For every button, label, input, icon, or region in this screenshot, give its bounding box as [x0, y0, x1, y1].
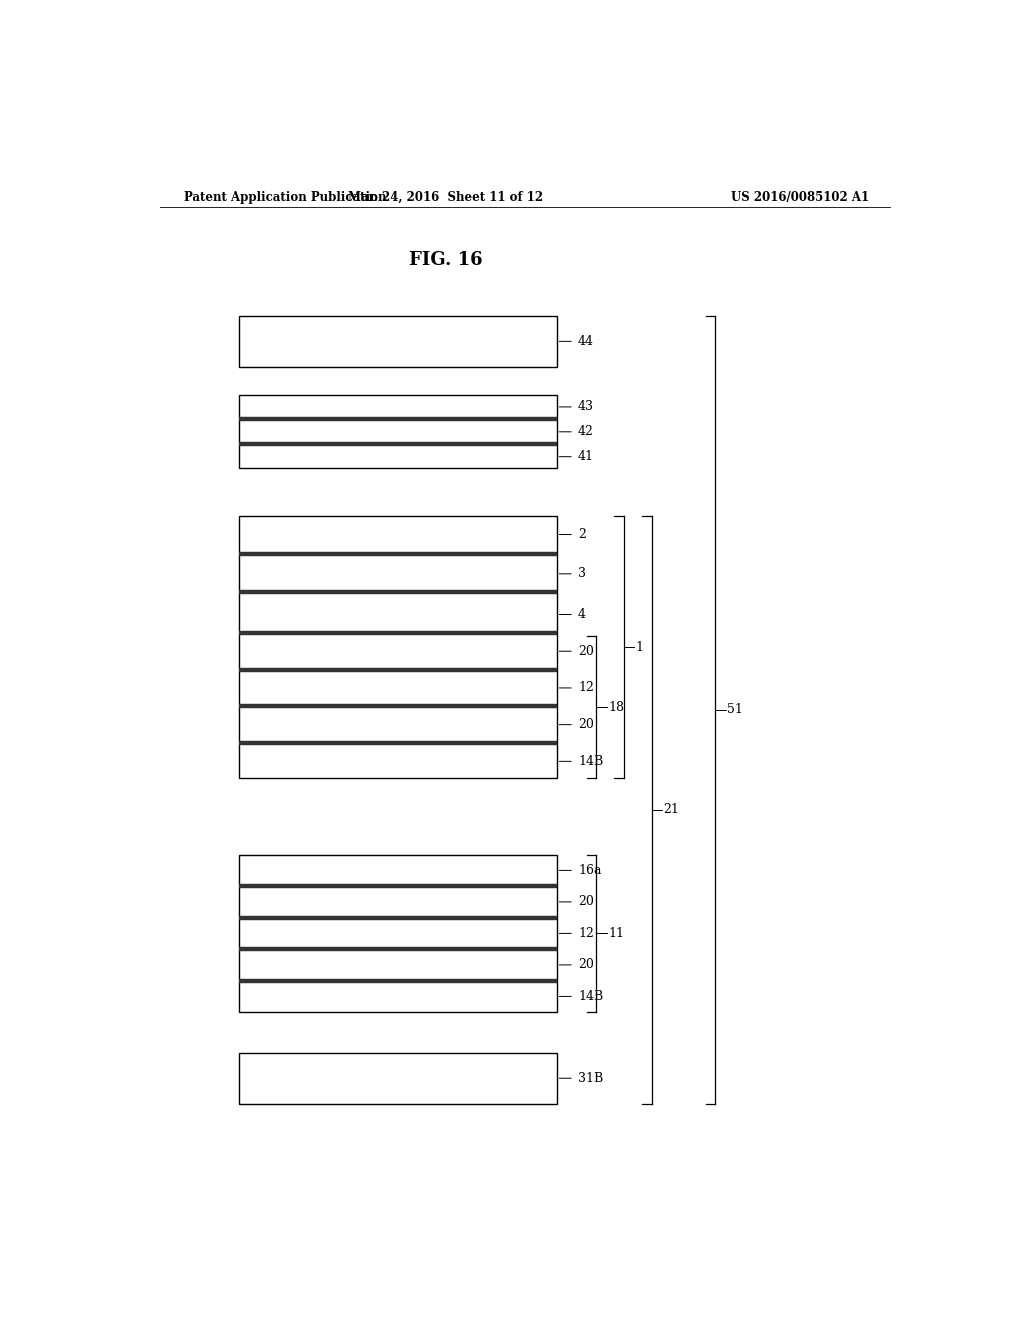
- Bar: [240, 516, 557, 779]
- Bar: [240, 315, 557, 367]
- Text: 12: 12: [578, 927, 594, 940]
- Text: 51: 51: [727, 704, 743, 717]
- Text: 4: 4: [578, 609, 586, 620]
- Text: Mar. 24, 2016  Sheet 11 of 12: Mar. 24, 2016 Sheet 11 of 12: [348, 190, 543, 203]
- Bar: [240, 854, 557, 1012]
- Text: 1: 1: [636, 640, 644, 653]
- Text: 20: 20: [578, 644, 594, 657]
- Text: 31B: 31B: [578, 1072, 603, 1085]
- Text: 20: 20: [578, 895, 594, 908]
- Text: 2: 2: [578, 528, 586, 541]
- Text: FIG. 16: FIG. 16: [409, 251, 482, 269]
- Text: 3: 3: [578, 568, 586, 581]
- Text: 11: 11: [608, 927, 624, 940]
- Text: Patent Application Publication: Patent Application Publication: [183, 190, 386, 203]
- Text: 20: 20: [578, 958, 594, 972]
- Text: 14B: 14B: [578, 990, 603, 1003]
- Text: 14B: 14B: [578, 755, 603, 768]
- Text: 16a: 16a: [578, 863, 601, 876]
- Text: US 2016/0085102 A1: US 2016/0085102 A1: [731, 190, 869, 203]
- Text: 12: 12: [578, 681, 594, 694]
- Text: 44: 44: [578, 335, 594, 348]
- Text: 18: 18: [608, 701, 624, 714]
- Text: 20: 20: [578, 718, 594, 731]
- Bar: [240, 395, 557, 469]
- Text: 41: 41: [578, 450, 594, 463]
- Text: 42: 42: [578, 425, 594, 438]
- Text: 43: 43: [578, 400, 594, 413]
- Text: 21: 21: [664, 804, 680, 816]
- Bar: [240, 1053, 557, 1104]
